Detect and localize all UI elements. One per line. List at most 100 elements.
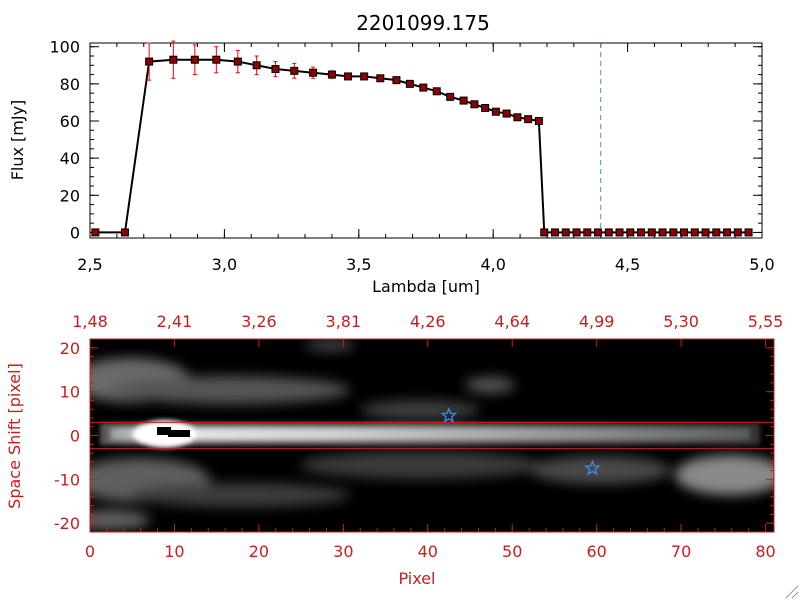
flux-data-point (145, 57, 154, 66)
image-diffuse-emission (90, 339, 774, 530)
flux-data-point (344, 72, 353, 81)
image-pixel-tick-label: 70 (671, 542, 691, 561)
image-trace (100, 420, 760, 448)
spectrum-y-tick-label: 20 (60, 186, 80, 205)
flux-data-point (392, 76, 401, 85)
spectrum-x-tick-labels: 2,5 3,0 3,5 4,0 4,5 5,0 (77, 255, 774, 274)
flux-data-point (637, 228, 646, 237)
flux-data-point (572, 228, 581, 237)
flux-data-point (419, 83, 428, 92)
flux-data-point (290, 66, 299, 75)
image-pixel-tick-labels: 0 10 20 30 40 50 60 70 80 (85, 542, 776, 561)
spectrum-x-tick-label: 4,5 (615, 255, 640, 274)
flux-data-point (701, 228, 710, 237)
image-pixel-tick-label: 0 (85, 542, 95, 561)
flux-data-point (604, 228, 613, 237)
flux-data-point (513, 113, 522, 122)
image-pixel-tick-label: 40 (418, 542, 438, 561)
flux-data-point (120, 228, 129, 237)
flux-data-point (252, 61, 261, 70)
flux-data-point (690, 228, 699, 237)
flux-data-point (327, 70, 336, 79)
image-x-axis-label: Pixel (398, 569, 435, 588)
flux-data-point (190, 55, 199, 64)
flux-data-point (524, 115, 533, 124)
spectral-image-plot: 0 10 20 30 40 50 60 70 80 -20 -10 0 10 20 1,48 2,41 3,… (5, 312, 783, 588)
spectrum-y-tick-label: 40 (60, 149, 80, 168)
image-pixel-tick-label: 20 (249, 542, 269, 561)
spectrum-x-tick-label: 2,5 (77, 255, 102, 274)
flux-data-point (615, 228, 624, 237)
star-icon (440, 407, 458, 423)
flux-data-point (551, 228, 560, 237)
flux-data-point (405, 79, 414, 88)
spectrum-x-axis-label: Lambda [um] (372, 277, 480, 296)
flux-data-point (594, 228, 603, 237)
spectrum-plot: 2,5 3,0 3,5 4,0 4,5 5,0 0 20 40 60 80 100 Lambda [… (8, 38, 775, 296)
flux-data-point (502, 109, 511, 118)
resize-grip-icon[interactable] (785, 585, 799, 599)
star-icon (584, 459, 601, 476)
flux-data-point (491, 107, 500, 116)
flux-data-point (626, 228, 635, 237)
image-wavelength-tick-label: 4,26 (410, 312, 446, 331)
image-wavelength-tick-label: 1,48 (72, 312, 108, 331)
flux-data-point (680, 228, 689, 237)
flux-data-point (658, 228, 667, 237)
spectrum-plot-frame (89, 42, 763, 239)
image-wavelength-tick-labels: 1,48 2,41 3,26 3,81 4,26 4,64 4,99 5,30 5,55 (72, 312, 783, 331)
image-dark-spot (157, 427, 171, 435)
flux-data-point (446, 92, 455, 101)
flux-data-point (309, 68, 318, 77)
flux-data-point (744, 228, 753, 237)
image-pixel-tick-label: 60 (586, 542, 606, 561)
image-wavelength-tick-label: 5,30 (663, 312, 699, 331)
spectrum-y-tick-label: 0 (70, 223, 80, 242)
spectrum-x-tick-label: 5,0 (749, 255, 774, 274)
image-shift-tick-label: -20 (54, 514, 80, 533)
flux-data-point (647, 228, 656, 237)
image-shift-tick-label: -10 (54, 470, 80, 489)
spectrum-y-tick-label: 60 (60, 112, 80, 131)
flux-data-point (360, 72, 369, 81)
image-wavelength-tick-label: 5,55 (748, 312, 784, 331)
image-pixel-tick-label: 30 (333, 542, 353, 561)
flux-data-point (712, 228, 721, 237)
flux-data-point (91, 228, 100, 237)
image-shift-tick-label: 20 (60, 339, 80, 358)
spectrum-axis-ticks (89, 43, 763, 238)
flux-data-point (534, 117, 543, 125)
flux-data-point (481, 104, 490, 112)
flux-data-point (733, 228, 742, 237)
image-wavelength-tick-label: 4,99 (579, 312, 615, 331)
image-pixel-tick-label: 50 (502, 542, 522, 561)
image-pixel-tick-label: 80 (755, 542, 775, 561)
image-wavelength-tick-label: 3,81 (326, 312, 362, 331)
image-wavelength-tick-label: 2,41 (157, 312, 193, 331)
flux-data-point (376, 74, 385, 83)
image-axis-ticks (89, 339, 774, 532)
flux-data-point (212, 55, 221, 64)
image-wavelength-tick-label: 3,26 (241, 312, 277, 331)
image-pixel-tick-label: 10 (164, 542, 184, 561)
flux-data-point (169, 55, 178, 64)
flux-data-point (470, 100, 479, 109)
spectrum-y-tick-label: 80 (60, 75, 80, 94)
flux-data-markers (91, 55, 753, 237)
spectrum-y-axis-label: Flux [mJy] (8, 100, 27, 181)
flux-data-point (723, 228, 732, 237)
spectrum-x-tick-label: 3,0 (212, 255, 237, 274)
spectrum-x-tick-label: 3,5 (346, 255, 371, 274)
image-shift-tick-labels: -20 -10 0 10 20 (54, 339, 80, 533)
spectrum-y-tick-label: 100 (49, 38, 80, 57)
spectral-image (90, 339, 774, 532)
flux-data-point (669, 228, 678, 237)
flux-data-point (459, 96, 468, 105)
spectrum-x-tick-label: 4,0 (480, 255, 505, 274)
flux-data-point (432, 87, 441, 96)
flux-data-point (583, 228, 592, 237)
source-star-markers (440, 407, 601, 476)
image-shift-tick-label: 0 (70, 427, 80, 446)
image-y-axis-label: Space Shift [pixel] (5, 363, 24, 509)
